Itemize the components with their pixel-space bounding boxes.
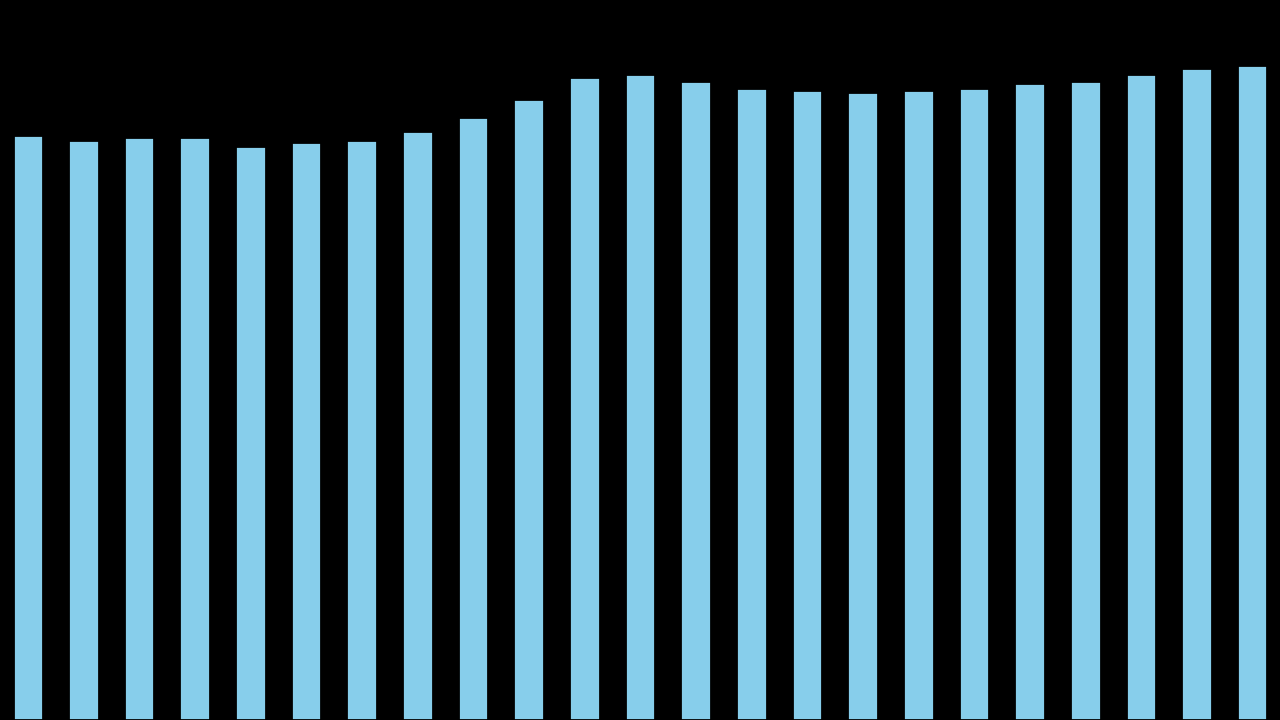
Bar <box>570 76 599 720</box>
Bar <box>458 117 489 720</box>
Bar <box>179 138 210 720</box>
Bar <box>847 92 878 720</box>
Bar <box>902 90 933 720</box>
Bar <box>959 88 989 720</box>
Bar <box>124 138 155 720</box>
Bar <box>236 146 266 720</box>
Bar <box>736 88 767 720</box>
Bar <box>291 142 321 720</box>
Bar <box>625 74 655 720</box>
Bar <box>347 140 378 720</box>
Bar <box>791 90 822 720</box>
Bar <box>1070 81 1101 720</box>
Bar <box>513 99 544 720</box>
Bar <box>13 135 44 720</box>
Bar <box>1014 84 1044 720</box>
Bar <box>402 130 433 720</box>
Bar <box>1125 74 1156 720</box>
Bar <box>1236 66 1267 720</box>
Bar <box>1181 68 1212 720</box>
Bar <box>681 81 710 720</box>
Bar <box>68 140 99 720</box>
